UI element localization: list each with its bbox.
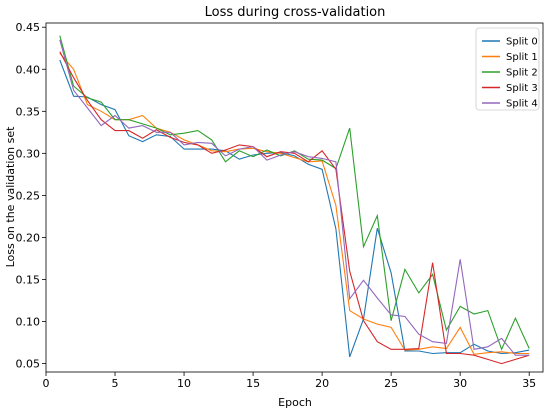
legend-label: Split 4 bbox=[506, 99, 538, 110]
series-line-split-3 bbox=[59, 51, 530, 365]
legend-label: Split 1 bbox=[506, 52, 538, 63]
x-axis: 0 5 10 15 20 25 30 35 bbox=[43, 372, 536, 390]
chart-title: Loss during cross-validation bbox=[205, 5, 386, 20]
x-tick-label: 0 bbox=[43, 377, 50, 390]
plot-area bbox=[45, 22, 544, 373]
x-tick-label: 5 bbox=[112, 377, 119, 390]
x-tick-label: 10 bbox=[177, 377, 191, 390]
x-tick-label: 15 bbox=[246, 377, 260, 390]
y-axis: 0.05 0.10 0.15 0.20 0.25 0.30 0.35 0.40 0.45 bbox=[16, 21, 46, 371]
y-tick-label: 0.45 bbox=[16, 21, 41, 34]
y-tick-label: 0.15 bbox=[16, 273, 41, 286]
plot-frame bbox=[45, 22, 544, 373]
y-tick-label: 0.30 bbox=[16, 147, 41, 160]
y-tick-label: 0.40 bbox=[16, 63, 41, 76]
legend-label: Split 3 bbox=[506, 83, 538, 94]
legend: Split 0 Split 1 Split 2 Split 3 Split 4 bbox=[475, 27, 540, 111]
series-lines bbox=[59, 35, 530, 365]
y-axis-label: Loss on the validation set bbox=[4, 126, 17, 268]
legend-label: Split 0 bbox=[506, 37, 538, 48]
x-tick-label: 35 bbox=[522, 377, 536, 390]
x-tick-label: 30 bbox=[453, 377, 467, 390]
series-line-split-2 bbox=[59, 35, 530, 351]
x-tick-label: 20 bbox=[315, 377, 329, 390]
y-tick-label: 0.20 bbox=[16, 231, 41, 244]
y-tick-label: 0.35 bbox=[16, 105, 41, 118]
y-tick-label: 0.10 bbox=[16, 316, 41, 329]
series-line-split-1 bbox=[59, 52, 530, 355]
legend-frame bbox=[475, 27, 540, 111]
series-line-split-0 bbox=[59, 59, 530, 358]
y-tick-label: 0.25 bbox=[16, 189, 41, 202]
series-line-split-4 bbox=[59, 39, 530, 356]
y-tick-label: 0.05 bbox=[16, 358, 41, 371]
legend-label: Split 2 bbox=[506, 68, 538, 79]
x-axis-label: Epoch bbox=[278, 396, 312, 409]
x-tick-label: 25 bbox=[384, 377, 398, 390]
